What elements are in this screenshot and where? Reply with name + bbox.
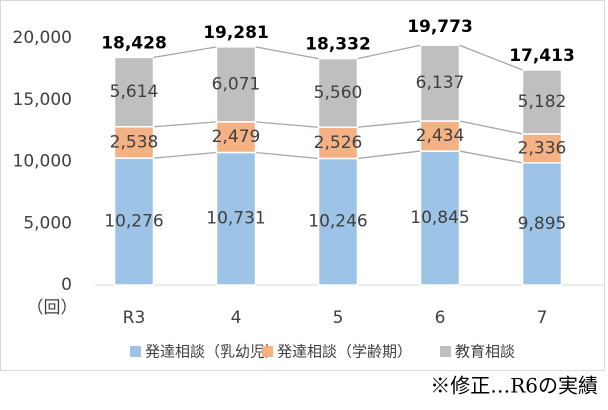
data-label: 10,845 <box>410 208 469 228</box>
bar-segment <box>317 57 359 129</box>
bar-segment <box>113 157 155 286</box>
bar-segment <box>521 69 563 135</box>
data-label: 10,731 <box>206 209 265 229</box>
data-label: 5,614 <box>110 82 159 102</box>
x-tick-label: 5 <box>333 308 344 328</box>
legend-label: 教育相談 <box>455 343 515 361</box>
data-label: 2,538 <box>110 132 159 152</box>
bar-segment <box>419 120 461 152</box>
series-line <box>357 150 421 160</box>
series-line <box>255 151 319 160</box>
x-tick-label: 6 <box>435 308 446 328</box>
series-line <box>357 120 421 128</box>
note: ※修正…R6の実績 <box>430 374 598 398</box>
bar-segment <box>317 157 359 286</box>
series-line <box>459 150 523 164</box>
data-label: 6,137 <box>416 73 465 93</box>
series-line <box>153 121 217 128</box>
bar-segment <box>215 46 257 123</box>
y-tick-label: 5,000 <box>23 213 72 233</box>
data-label: 10,246 <box>308 212 367 232</box>
series-line <box>255 46 319 60</box>
legend-swatch <box>262 346 273 357</box>
data-label: 2,434 <box>416 126 465 146</box>
x-tick-label: 4 <box>231 308 242 328</box>
bar-segment <box>215 121 257 154</box>
total-label: 19,281 <box>203 23 269 43</box>
data-label: 2,479 <box>212 127 261 147</box>
data-label: 5,182 <box>518 92 567 112</box>
series-line <box>255 121 319 128</box>
y-tick-label: 15,000 <box>13 90 72 110</box>
total-label: 18,428 <box>101 33 167 53</box>
data-label: 5,560 <box>314 83 363 103</box>
y-tick-label: 20,000 <box>13 28 72 48</box>
data-label: 6,071 <box>212 74 261 94</box>
bar-segment <box>113 56 155 128</box>
bar-segment <box>419 150 461 286</box>
data-label: 2,336 <box>518 138 567 158</box>
series-line <box>153 46 217 59</box>
y-tick-label: 10,000 <box>13 152 72 172</box>
bar-segment <box>521 162 563 286</box>
series-line <box>153 151 217 159</box>
total-label: 17,413 <box>509 46 575 66</box>
total-label: 19,773 <box>407 17 473 37</box>
y-axis-label: （回） <box>27 298 78 318</box>
x-tick-label: R3 <box>123 308 146 328</box>
legend-label: 発達相談（学齢期） <box>277 343 412 361</box>
total-label: 18,332 <box>305 35 371 55</box>
y-tick-label: 0 <box>61 275 72 295</box>
legend-swatch <box>130 346 141 357</box>
series-line <box>459 120 523 135</box>
legend-label: 発達相談（乳幼児） <box>145 343 280 361</box>
bar-segment <box>317 126 359 160</box>
data-label: 2,526 <box>314 133 363 153</box>
series-line <box>459 44 523 71</box>
data-label: 10,276 <box>104 212 163 232</box>
data-label: 9,895 <box>518 214 567 234</box>
series-line <box>357 44 421 60</box>
x-tick-label: 7 <box>537 308 548 328</box>
bar-segment <box>419 44 461 122</box>
legend-swatch <box>440 346 451 357</box>
